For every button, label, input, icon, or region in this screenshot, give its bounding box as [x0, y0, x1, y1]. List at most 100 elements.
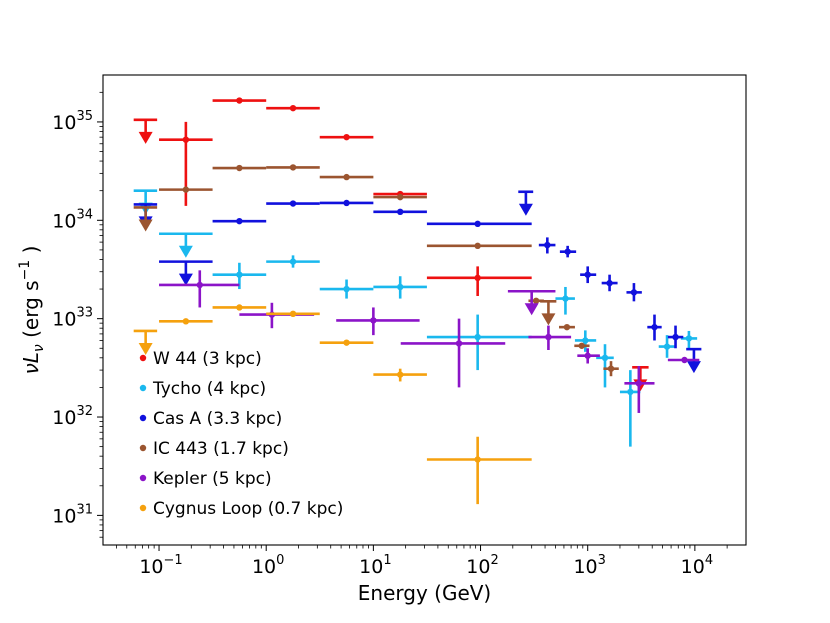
upper-limit [133, 206, 158, 232]
data-marker [564, 248, 571, 255]
data-marker [343, 339, 350, 346]
data-point [426, 242, 532, 250]
data-marker [474, 220, 481, 228]
data-marker [578, 342, 585, 349]
data-marker [627, 388, 634, 396]
series-2 [133, 190, 702, 374]
data-marker [685, 335, 693, 342]
data-point [266, 255, 320, 268]
upper-limit-arrow [524, 303, 539, 316]
data-marker [343, 285, 350, 293]
upper-limit [518, 190, 534, 216]
data-marker [630, 289, 638, 296]
data-marker [681, 356, 688, 364]
data-point [426, 436, 532, 505]
tick-label: 101 [359, 553, 391, 578]
tick-label: 103 [573, 553, 605, 578]
data-marker [584, 352, 591, 359]
x-axis-title: Energy (GeV) [358, 581, 491, 605]
data-marker [563, 323, 571, 331]
legend-entry: IC 443 (1.7 kpc) [139, 439, 289, 459]
data-marker [343, 133, 350, 141]
upper-limit-arrow [138, 342, 153, 355]
legend-entry: Kepler (5 kpc) [139, 469, 272, 489]
data-point [626, 283, 642, 302]
data-marker [455, 340, 463, 347]
data-marker [289, 164, 297, 171]
data-marker [562, 295, 569, 302]
data-marker [663, 343, 671, 350]
upper-limit-arrow [518, 203, 533, 216]
legend-marker [139, 504, 147, 512]
data-point [336, 307, 420, 336]
upper-limit [507, 289, 556, 316]
legend-marker [139, 414, 147, 422]
data-marker [532, 297, 540, 304]
data-marker [474, 456, 481, 463]
data-marker [196, 281, 203, 289]
data-marker [236, 271, 243, 278]
data-point [212, 164, 267, 172]
series-1 [133, 189, 698, 447]
data-point [426, 266, 532, 296]
data-point [596, 344, 614, 388]
data-point [667, 325, 684, 349]
data-point [212, 97, 267, 104]
data-marker [672, 333, 679, 341]
data-point [159, 270, 240, 308]
data-point [212, 304, 267, 311]
data-marker [182, 186, 190, 193]
axis-layer: 10−1 100 101 102 103 104 1031 1032 1033 1034 1035 [52, 91, 728, 578]
series-layer [133, 97, 702, 505]
data-point [574, 330, 597, 352]
data-marker [474, 333, 481, 341]
data-point [624, 366, 655, 413]
data-point [373, 368, 427, 382]
legend-label: Kepler (5 kpc) [153, 469, 272, 489]
legend-marker [139, 444, 147, 452]
legend-label: Cas A (3.3 kpc) [153, 409, 282, 429]
data-point [159, 318, 213, 325]
data-point [603, 361, 619, 377]
data-marker [343, 173, 350, 181]
legend-entry: Tycho (4 kpc) [139, 379, 266, 399]
data-marker [544, 241, 551, 249]
data-point [426, 220, 532, 228]
data-marker [289, 310, 297, 318]
data-point [528, 325, 572, 351]
legend-entry: Cygnus Loop (0.7 kpc) [139, 499, 343, 519]
upper-limit [133, 118, 158, 144]
data-point [658, 335, 676, 358]
data-marker [182, 318, 190, 325]
data-marker [236, 304, 243, 311]
series-3 [133, 164, 619, 377]
upper-limit [159, 260, 213, 286]
data-point [647, 314, 662, 341]
data-marker [582, 337, 589, 344]
data-point [266, 104, 320, 112]
data-point [400, 318, 506, 388]
upper-limit [133, 329, 158, 355]
data-marker [651, 323, 658, 331]
data-point [319, 133, 374, 141]
tick-label: 1033 [52, 306, 93, 331]
upper-limit [159, 232, 213, 258]
data-point [555, 286, 575, 315]
data-marker [343, 199, 350, 207]
data-marker [601, 354, 609, 362]
data-point [580, 266, 597, 284]
data-marker [606, 279, 613, 287]
data-point [559, 245, 577, 258]
data-marker [289, 200, 297, 207]
data-point [159, 186, 213, 193]
upper-limit-arrow [138, 219, 153, 232]
data-marker [584, 271, 591, 278]
data-marker [397, 283, 404, 291]
legend-entry: W 44 (3 kpc) [139, 349, 262, 369]
tick-label: 100 [252, 553, 284, 578]
data-marker [397, 193, 404, 201]
tick-label: 1034 [52, 207, 93, 232]
legend-label: W 44 (3 kpc) [153, 349, 262, 369]
data-point [373, 193, 427, 201]
